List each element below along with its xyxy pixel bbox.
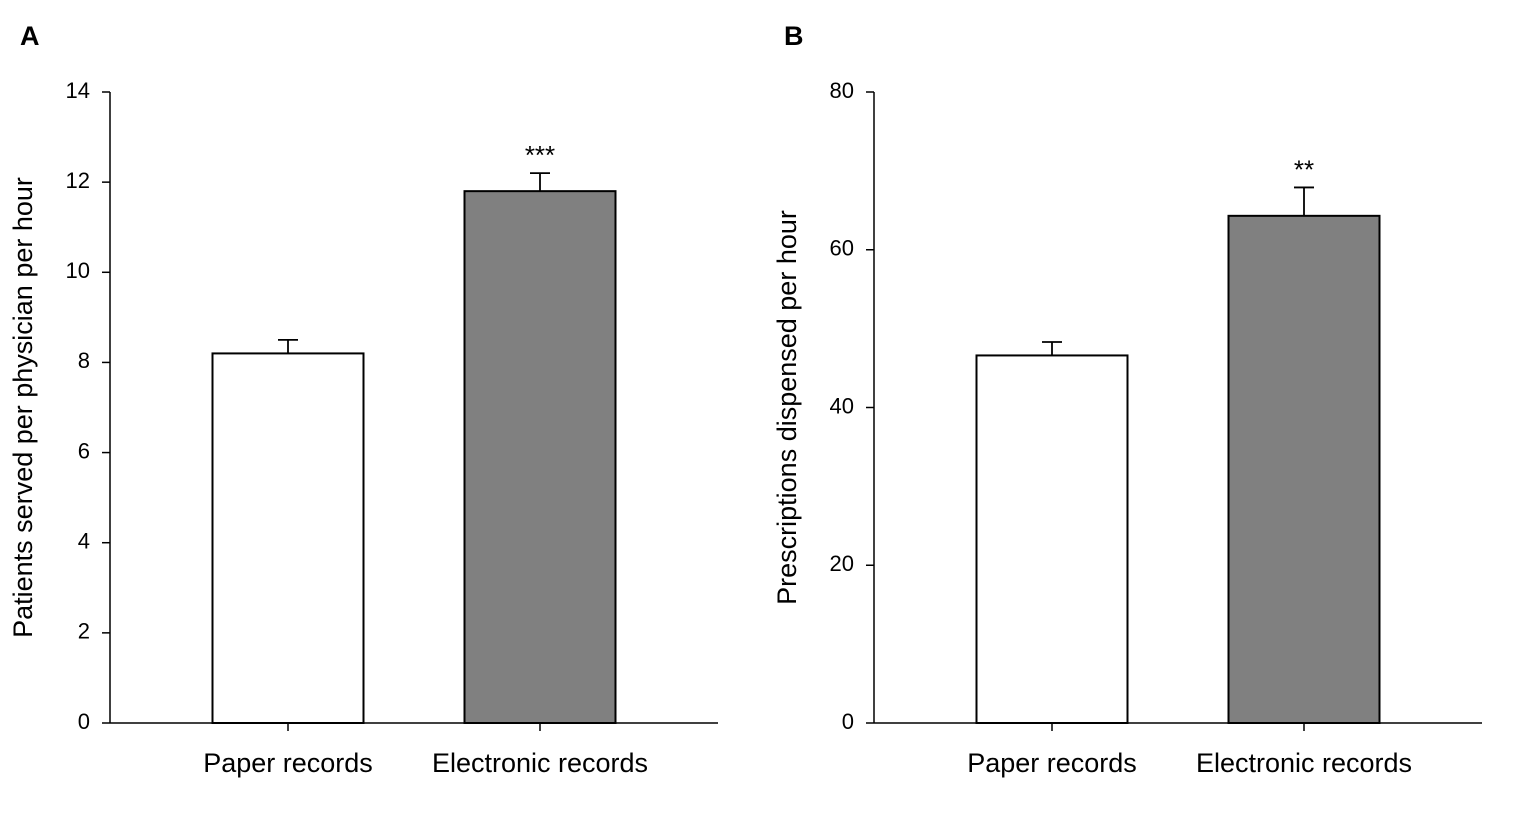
error-bar [530, 172, 550, 192]
bar [975, 354, 1129, 724]
bar [1227, 214, 1381, 725]
error-bar [1294, 186, 1314, 216]
y-tick-label: 80 [830, 78, 854, 103]
y-tick-label: 40 [830, 393, 854, 418]
y-tick-label: 60 [830, 236, 854, 261]
y-tick-label: 10 [66, 258, 90, 283]
y-tick-label: 0 [78, 709, 90, 734]
panel-label: A [20, 21, 40, 51]
x-tick-label: Paper records [967, 748, 1137, 778]
y-tick-label: 4 [78, 529, 90, 554]
y-tick-label: 20 [830, 551, 854, 576]
bar [463, 190, 617, 724]
x-tick-label: Electronic records [432, 748, 648, 778]
y-tick-label: 6 [78, 438, 90, 463]
y-tick-label: 2 [78, 619, 90, 644]
error-bar [1042, 341, 1062, 356]
y-axis-label: Prescriptions dispensed per hour [772, 210, 802, 605]
error-bar [278, 338, 298, 354]
x-tick-label: Electronic records [1196, 748, 1412, 778]
y-tick-label: 0 [842, 709, 854, 734]
bar [211, 352, 365, 724]
significance-label: *** [525, 140, 555, 170]
y-tick-label: 8 [78, 348, 90, 373]
x-tick-label: Paper records [203, 748, 373, 778]
significance-label: ** [1294, 154, 1314, 184]
y-tick-label: 14 [66, 78, 90, 103]
y-tick-label: 12 [66, 168, 90, 193]
y-axis-label: Patients served per physician per hour [8, 177, 38, 638]
panel-label: B [784, 21, 804, 51]
